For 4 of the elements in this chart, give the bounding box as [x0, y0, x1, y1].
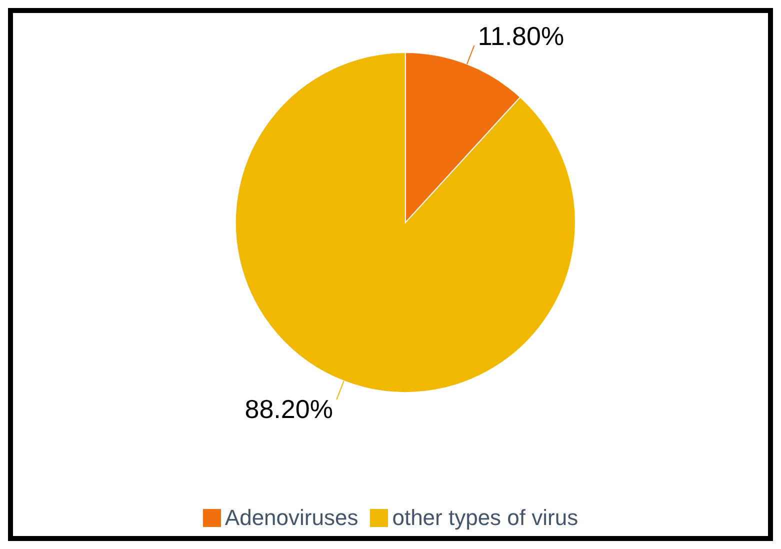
- legend-label: Adenoviruses: [224, 505, 358, 531]
- legend-label: other types of virus: [391, 505, 578, 531]
- data-label: 88.20%: [244, 394, 333, 424]
- data-label: 11.80%: [478, 21, 564, 52]
